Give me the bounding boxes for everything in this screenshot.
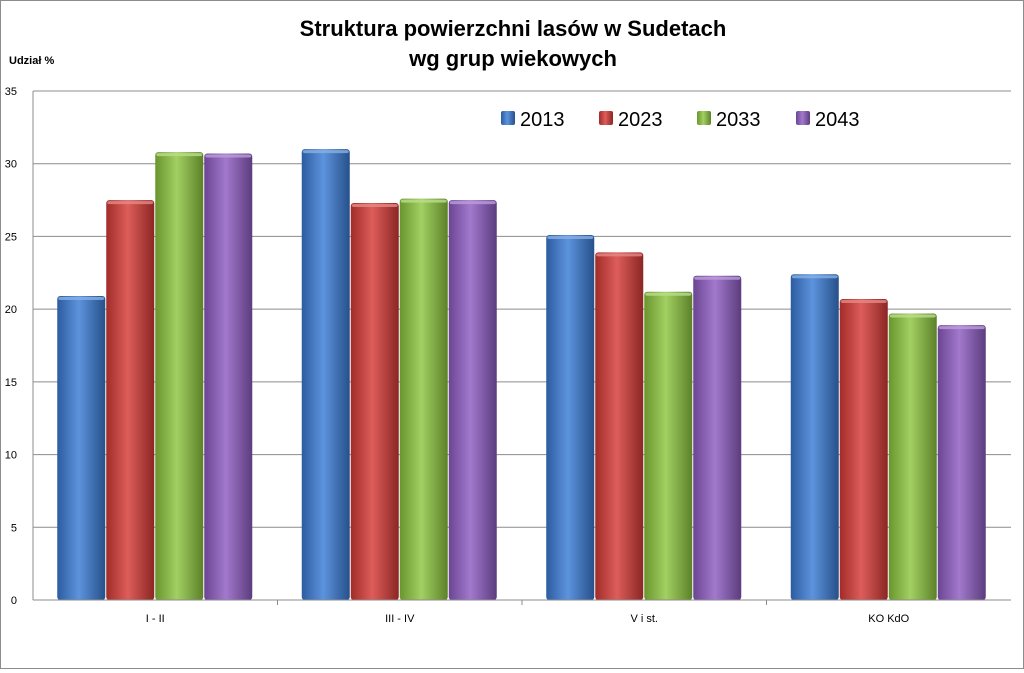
- y-tick-label: 30: [5, 159, 17, 171]
- y-tick-labels: 0 5 10 15 20 25 30 35: [5, 86, 17, 607]
- bar-2023-0: [106, 200, 155, 601]
- y-tick-label: 20: [5, 304, 17, 316]
- bar-highlight: [889, 314, 936, 318]
- bar-2033-1: [399, 198, 448, 601]
- bar-2043-2: [693, 275, 742, 600]
- legend-label-2023: 2023: [618, 109, 663, 131]
- chart-title-line-2: wg grup wiekowych: [408, 46, 617, 71]
- bar-highlight: [938, 326, 985, 330]
- legend-swatch-2043: [796, 111, 810, 125]
- bar-2013-1: [301, 149, 350, 600]
- legend-label-2043: 2043: [815, 109, 860, 131]
- bar-highlight: [694, 276, 741, 280]
- bar-highlight: [791, 275, 838, 279]
- y-tick-label: 15: [5, 377, 17, 389]
- legend: 2013 2023 2033 2043: [501, 109, 860, 131]
- bar-2043-3: [937, 325, 986, 600]
- bar-2013-3: [790, 274, 839, 600]
- x-tick-label: III - IV: [385, 613, 415, 625]
- bar-2023-3: [839, 298, 888, 600]
- bar-highlight: [547, 235, 594, 239]
- bar-highlight: [107, 201, 154, 205]
- bar-2033-0: [155, 152, 204, 600]
- x-tick-label: I - II: [146, 613, 165, 625]
- bar-highlight: [840, 299, 887, 303]
- bar-highlight: [58, 297, 105, 301]
- y-tick-label: 0: [11, 595, 17, 607]
- y-axis-label: Udział %: [9, 55, 54, 67]
- legend-swatch-2023: [599, 111, 613, 125]
- bar-2043-0: [204, 153, 253, 600]
- x-tick-labels: I - II III - IV V i st. KO KdO: [146, 613, 910, 625]
- bar-highlight: [351, 203, 398, 207]
- bar-highlight: [596, 253, 643, 257]
- legend-label-2033: 2033: [716, 109, 761, 131]
- bar-highlight: [400, 199, 447, 203]
- bar-highlight: [156, 153, 203, 157]
- bar-highlight: [645, 292, 692, 296]
- bar-highlight: [449, 201, 496, 205]
- bar-2013-2: [546, 234, 595, 600]
- y-tick-label: 5: [11, 522, 17, 534]
- bar-2043-1: [448, 200, 497, 601]
- bar-2023-2: [595, 252, 644, 600]
- axes: [32, 91, 1011, 605]
- legend-swatch-2013: [501, 111, 515, 125]
- y-tick-label: 10: [5, 450, 17, 462]
- legend-swatch-2033: [697, 111, 711, 125]
- bars: [57, 149, 986, 601]
- bar-highlight: [302, 150, 349, 154]
- bar-highlight: [205, 154, 252, 158]
- bar-2033-2: [644, 291, 693, 600]
- y-tick-label: 25: [5, 231, 17, 243]
- x-tick-label: KO KdO: [868, 613, 909, 625]
- bar-2023-1: [350, 202, 399, 601]
- bar-2013-0: [57, 296, 106, 600]
- y-tick-label: 35: [5, 86, 17, 98]
- x-tick-label: V i st.: [630, 613, 658, 625]
- legend-label-2013: 2013: [520, 109, 565, 131]
- bar-2033-3: [888, 313, 937, 600]
- chart-title-line-1: Struktura powierzchni lasów w Sudetach: [300, 16, 727, 41]
